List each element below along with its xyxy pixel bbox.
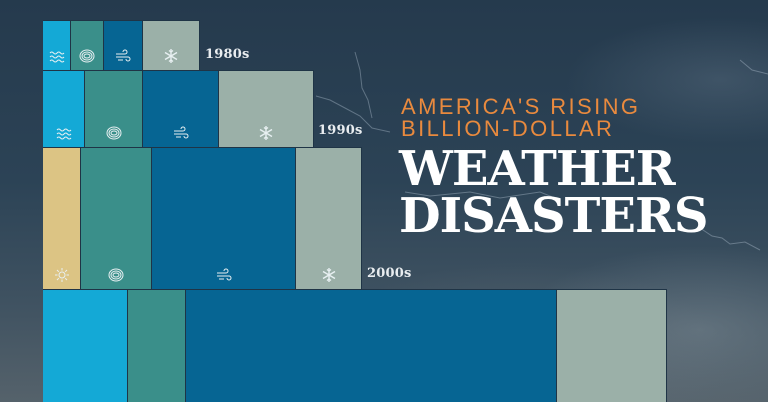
title-line-2: DISASTERS — [399, 188, 709, 244]
subtitle-line-1: AMERICA'S RISING — [401, 94, 641, 119]
segment-flood — [43, 70, 85, 147]
hurricane-icon — [79, 48, 95, 64]
wind-icon — [115, 48, 131, 64]
segment-tropical-cyclone — [71, 20, 104, 70]
segment-winter-storm — [219, 70, 314, 147]
segment-flood — [43, 289, 128, 402]
page-title: WEATHER DISASTERS — [399, 141, 709, 244]
snowflake-icon — [258, 125, 274, 141]
waves-icon — [56, 125, 72, 141]
decade-label-1990s: 1990s — [318, 123, 363, 138]
hurricane-icon — [108, 267, 124, 283]
segment-flood — [43, 20, 71, 70]
segment-tropical-cyclone — [81, 147, 152, 289]
snowflake-icon — [321, 267, 337, 283]
segment-tropical-cyclone — [128, 289, 186, 402]
segment-tropical-cyclone — [85, 70, 143, 147]
snowflake-icon — [163, 48, 179, 64]
decade-label-1980s: 1980s — [205, 47, 250, 62]
row-2010s — [43, 289, 667, 402]
segment-severe-storm — [104, 20, 143, 70]
subtitle: AMERICA'S RISING BILLION-DOLLAR — [401, 96, 640, 140]
waves-icon — [49, 48, 65, 64]
wind-icon — [216, 267, 232, 283]
segment-winter-storm — [143, 20, 200, 70]
segment-severe-storm — [152, 147, 296, 289]
segment-drought — [43, 147, 81, 289]
segment-severe-storm — [186, 289, 557, 402]
subtitle-line-2: BILLION-DOLLAR — [401, 116, 615, 141]
row-2000s — [43, 147, 362, 289]
hurricane-icon — [106, 125, 122, 141]
title-line-1: WEATHER — [399, 141, 676, 197]
wind-icon — [173, 125, 189, 141]
sun-icon — [54, 267, 70, 283]
segment-severe-storm — [143, 70, 219, 147]
row-1990s — [43, 70, 314, 147]
row-1980s — [43, 20, 200, 70]
segment-winter-storm — [296, 147, 362, 289]
segment-winter-storm — [557, 289, 667, 402]
decade-label-2000s: 2000s — [367, 266, 412, 281]
